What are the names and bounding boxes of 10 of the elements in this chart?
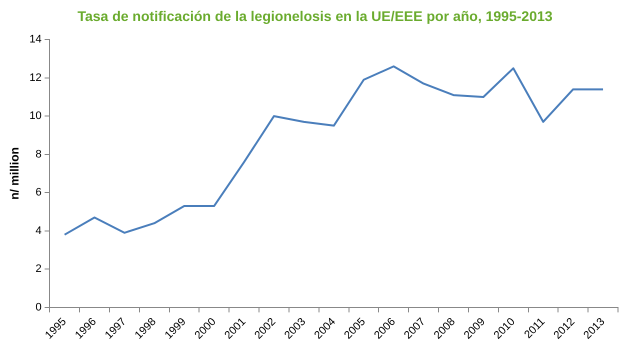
y-tick-label: 8: [36, 148, 42, 160]
y-tick-label: 2: [36, 263, 42, 276]
y-tick-label: 14: [29, 34, 42, 46]
chart-title: Tasa de notificación de la legionelosis en la UE/EEE por año, 1995-2013: [76, 8, 554, 24]
y-axis-title: n/ million: [8, 147, 22, 200]
y-tick-label: 6: [36, 186, 42, 199]
y-tick-label: 0: [36, 301, 42, 314]
y-tick-label: 10: [29, 110, 42, 122]
y-tick-label: 12: [29, 72, 42, 84]
y-tick-label: 4: [36, 224, 42, 237]
